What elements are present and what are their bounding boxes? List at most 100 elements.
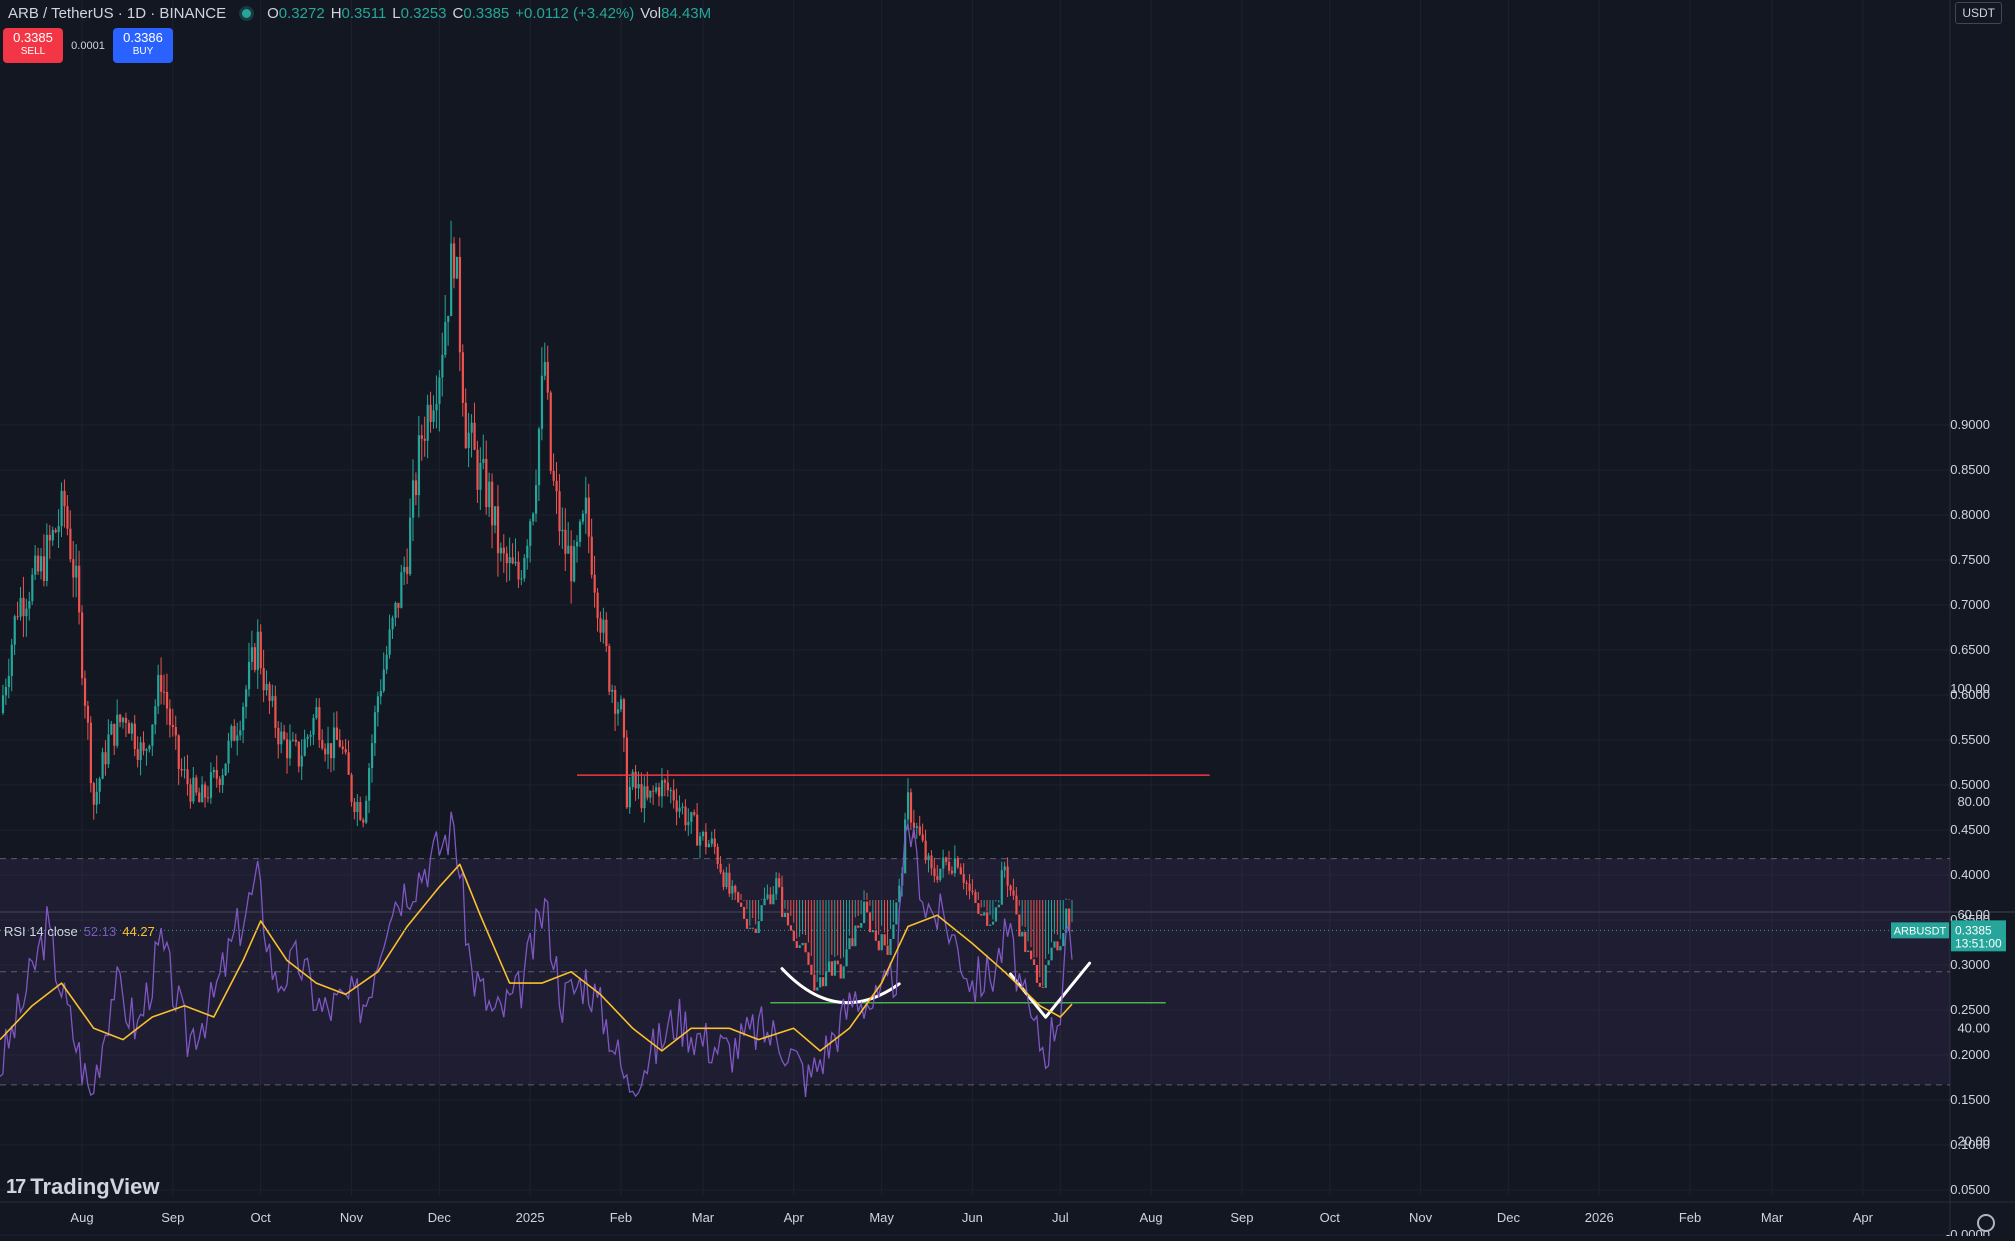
time-tick-label: Jul — [1052, 1210, 1069, 1225]
candle-body — [160, 675, 163, 692]
candle-body — [658, 787, 661, 797]
candle-body — [924, 840, 927, 861]
rsi-axis[interactable]: 100.00 80.00 60.00 40.00 20.00 — [1950, 681, 1990, 1148]
candle-body — [1018, 914, 1021, 937]
candle-body — [139, 742, 142, 760]
candle-body — [546, 361, 549, 393]
candle-body — [637, 784, 640, 789]
candle-body — [344, 749, 347, 753]
candle-body — [306, 736, 309, 740]
candle-body — [482, 458, 485, 464]
candle-body — [75, 565, 78, 578]
candle-body — [769, 894, 772, 905]
candle-body — [236, 735, 239, 741]
candle-body — [520, 578, 523, 580]
candles[interactable] — [1, 220, 1074, 991]
candle-body — [555, 480, 558, 492]
candle-body — [822, 977, 825, 987]
buy-button[interactable]: 0.3386 BUY — [113, 28, 173, 63]
candle-body — [113, 723, 116, 746]
candle-body — [994, 907, 998, 922]
candle-body — [971, 890, 974, 893]
candle-body — [652, 790, 655, 792]
tradingview-logo[interactable]: 17 TradingView — [6, 1174, 159, 1200]
candle-body — [338, 739, 341, 747]
candle-body — [576, 541, 579, 547]
candle-body — [253, 647, 257, 670]
candle-body — [505, 553, 508, 564]
candle-body — [233, 726, 236, 741]
candle-body — [983, 912, 986, 916]
candle-body — [165, 692, 169, 709]
candle-body — [731, 885, 734, 894]
candle-body — [906, 792, 910, 820]
candle-body — [397, 602, 400, 608]
time-tick-label: Aug — [70, 1210, 93, 1225]
candle-body — [1032, 959, 1036, 965]
candle-body — [880, 934, 883, 951]
candle-body — [370, 743, 374, 769]
time-axis[interactable]: Aug Sep Oct Nov Dec 2025 Feb Mar Apr May Jun Jul Aug… — [70, 1210, 1873, 1225]
candle-body — [341, 746, 344, 750]
candle-body — [865, 901, 869, 913]
candle-body — [611, 689, 614, 692]
rsi-tick-label: 80.00 — [1957, 794, 1990, 809]
candle-body — [1068, 908, 1071, 932]
candle-body — [1029, 950, 1033, 960]
sell-button[interactable]: 0.3385 SELL — [3, 28, 63, 63]
candle-body — [154, 706, 157, 725]
candle-body — [283, 731, 286, 740]
candle-body — [807, 952, 810, 965]
candle-body — [1065, 908, 1068, 933]
rsi-legend[interactable]: RSI 14 close 52.13 44.27 — [4, 924, 155, 939]
high-label: H — [330, 4, 342, 22]
candle-body — [608, 646, 611, 692]
candle-body — [988, 924, 992, 926]
candle-body — [1050, 947, 1053, 961]
price-tick-label: 0.2000 — [1950, 1047, 1990, 1062]
candle-body — [329, 743, 333, 759]
candle-body — [532, 513, 535, 522]
candle-body — [783, 912, 787, 918]
settings-gear-icon[interactable] — [1977, 1214, 1995, 1232]
candle-body — [581, 513, 585, 522]
candle-body — [195, 777, 198, 793]
time-tick-label: 2025 — [516, 1210, 545, 1225]
candle-body — [904, 819, 907, 874]
rsi-lines — [0, 811, 1073, 1098]
currency-button[interactable]: USDT — [1955, 2, 2002, 24]
candle-body — [277, 727, 280, 745]
candle-body — [543, 361, 546, 376]
time-tick-label: Nov — [1409, 1210, 1433, 1225]
candle-body — [778, 878, 781, 888]
candle-body — [839, 964, 842, 979]
rsi-title: RSI 14 close — [4, 924, 78, 939]
candle-body — [461, 352, 464, 403]
candle-body — [915, 826, 918, 828]
candle-body — [268, 684, 271, 701]
rounded-bottom-sketch — [780, 967, 901, 1005]
price-tag-value: 0.3385 — [1955, 923, 1992, 937]
candle-body — [177, 735, 180, 769]
candle-body — [447, 315, 450, 322]
candle-body — [933, 868, 936, 877]
price-tick-label: 0.7500 — [1950, 552, 1990, 567]
candle-body — [180, 768, 183, 771]
candle-body — [227, 740, 230, 764]
candle-body — [824, 971, 828, 987]
candle-body — [628, 787, 631, 808]
candle-body — [280, 731, 283, 745]
open-label: O — [267, 4, 279, 22]
price-tick-label: 0.0500 — [1950, 1182, 1990, 1197]
candle-body — [335, 727, 339, 740]
candle-body — [256, 631, 259, 670]
ticker-tag-label: ARBUSDT — [1894, 925, 1947, 937]
candle-body — [110, 723, 113, 735]
price-axis[interactable]: 0.9000 0.8500 0.8000 0.7500 0.7000 0.6500 0.60… — [1946, 417, 1990, 1241]
symbol-title[interactable]: ARB / TetherUS · 1D · BINANCE — [8, 4, 227, 22]
buy-label: BUY — [132, 46, 154, 57]
candle-body — [646, 786, 649, 798]
time-tick-label: Sep — [1230, 1210, 1253, 1225]
